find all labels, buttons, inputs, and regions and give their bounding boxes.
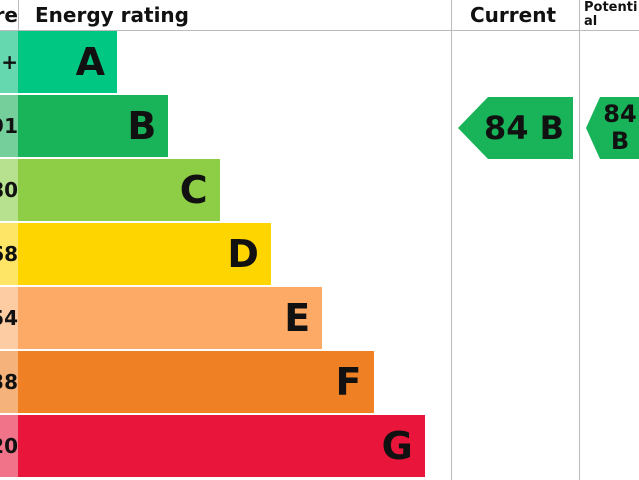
score-cell: 21-38 bbox=[0, 351, 18, 413]
divider bbox=[18, 0, 19, 31]
score-range: 81-91 bbox=[0, 114, 18, 138]
rating-letter: C bbox=[179, 168, 208, 212]
rating-letter: D bbox=[227, 232, 259, 276]
score-cell: 69-80 bbox=[0, 159, 18, 221]
divider bbox=[451, 0, 452, 480]
header-energy-rating: Energy rating bbox=[35, 3, 189, 27]
divider bbox=[579, 0, 580, 480]
current-rating-arrow: 84 B bbox=[458, 97, 573, 159]
header-divider bbox=[0, 30, 639, 31]
header-score: Score bbox=[0, 3, 18, 27]
score-range: 69-80 bbox=[0, 178, 18, 202]
potential-rating-label: 84 B bbox=[603, 100, 637, 155]
score-range: 21-38 bbox=[0, 370, 18, 394]
potential-rating-arrow: 84 B bbox=[586, 97, 639, 159]
score-cell: 55-68 bbox=[0, 223, 18, 285]
score-range: 39-54 bbox=[0, 306, 18, 330]
current-rating-label: 84 B bbox=[484, 109, 565, 147]
rating-bar-A: A bbox=[18, 31, 117, 93]
rating-letter: G bbox=[381, 424, 413, 468]
score-cell: 92+ bbox=[0, 31, 18, 93]
score-cell: 81-91 bbox=[0, 95, 18, 157]
rating-bar-B: B bbox=[18, 95, 169, 157]
score-range: 1-20 bbox=[0, 434, 18, 458]
rating-bar-C: C bbox=[18, 159, 220, 221]
rating-letter: F bbox=[335, 360, 362, 404]
header-potential: Potential bbox=[584, 0, 638, 29]
rating-letter: B bbox=[127, 104, 157, 148]
rating-letter: E bbox=[284, 296, 311, 340]
rating-bar-E: E bbox=[18, 287, 323, 349]
rating-bar-G: G bbox=[18, 415, 425, 477]
score-range: 55-68 bbox=[0, 242, 18, 266]
rating-letter: A bbox=[75, 40, 105, 84]
header-current: Current bbox=[470, 3, 557, 27]
score-cell: 1-20 bbox=[0, 415, 18, 477]
score-range: 92+ bbox=[0, 50, 18, 74]
rating-bar-F: F bbox=[18, 351, 374, 413]
score-cell: 39-54 bbox=[0, 287, 18, 349]
rating-bar-D: D bbox=[18, 223, 271, 285]
